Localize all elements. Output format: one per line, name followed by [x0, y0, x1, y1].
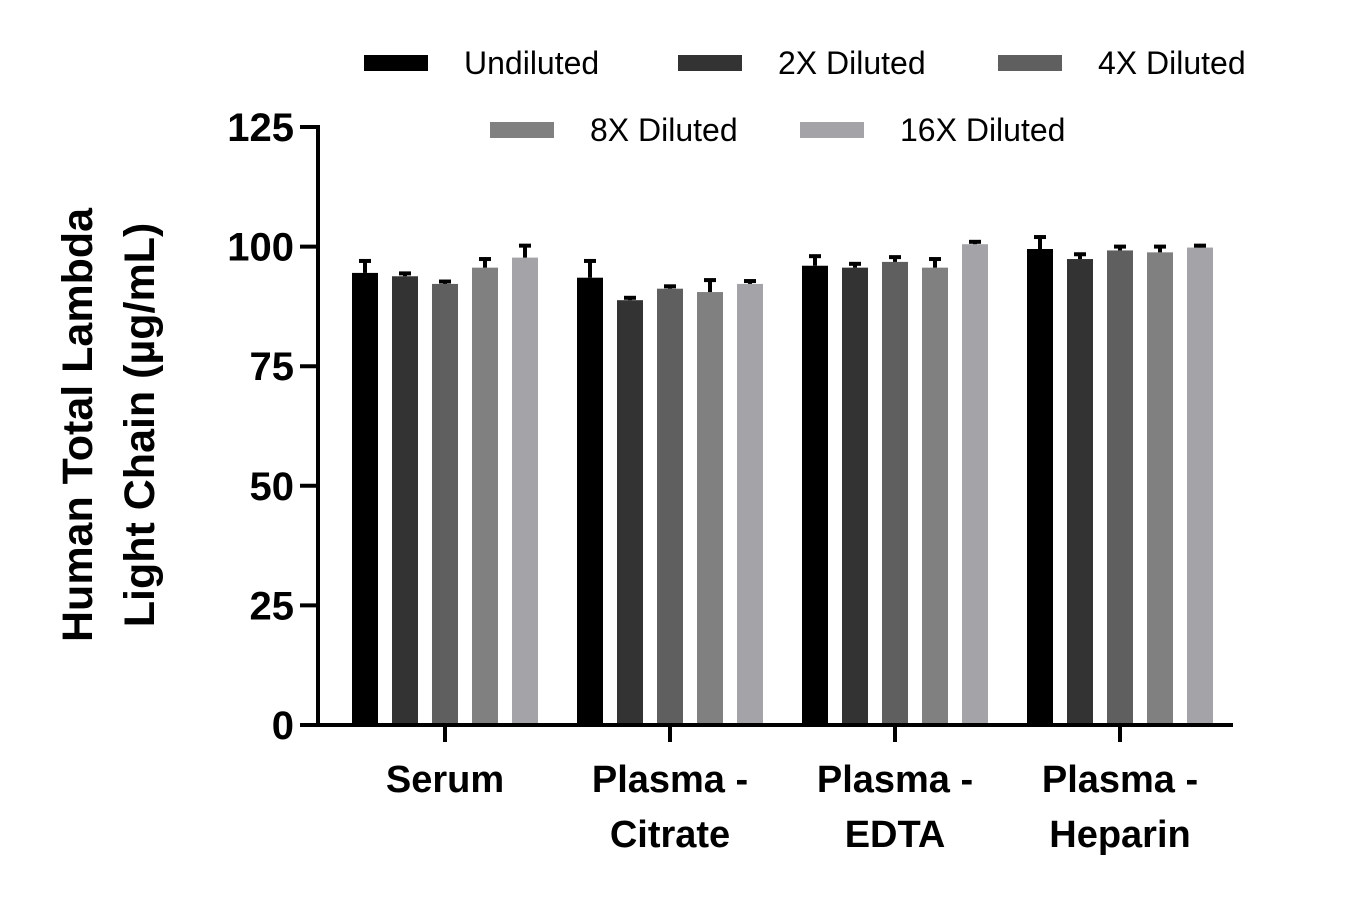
x-tick-label-2-line-1: Plasma - [592, 759, 748, 801]
x-tick-label-3-line-1: Plasma - [817, 759, 973, 801]
bar-1-series-3 [432, 283, 458, 725]
legend-label-5: 16X Diluted [900, 112, 1065, 148]
y-tick-label-4: 75 [250, 345, 295, 389]
legend-swatch-4 [490, 122, 554, 138]
legend-label-3: 4X Diluted [1098, 45, 1246, 81]
axes: 0 25 50 75 100 125 Serum Plasma - Citrate Plasma … [227, 106, 1233, 856]
y-tick-label-2: 25 [250, 584, 295, 628]
y-axis-title-line-1: Human Total Lambda [54, 207, 102, 642]
y-tick-label-1: 0 [272, 704, 294, 748]
x-tick-label-3-line-2: EDTA [845, 814, 946, 856]
bar-3-series-4 [922, 267, 948, 725]
bar-2-series-5 [737, 283, 763, 725]
legend-swatch-3 [998, 55, 1062, 71]
bar-3-series-2 [842, 267, 868, 725]
bar-2-series-1 [577, 277, 603, 725]
bar-1-series-1 [352, 272, 378, 725]
x-tick-label-4-line-1: Plasma - [1042, 759, 1198, 801]
bar-2-series-2 [617, 300, 643, 725]
legend-swatch-5 [800, 122, 864, 138]
bar-2-series-3 [657, 288, 683, 725]
bar-3-series-1 [802, 265, 828, 725]
bar-1-series-2 [392, 276, 418, 725]
legend-label-4: 8X Diluted [590, 112, 738, 148]
y-axis-title-line-2: Light Chain (µg/mL) [116, 223, 164, 628]
bar-1-series-4 [472, 267, 498, 725]
bar-4-series-3 [1107, 250, 1133, 726]
x-tick-label-2-line-2: Citrate [610, 814, 730, 856]
legend-swatch-2 [678, 55, 742, 71]
x-tick-label-1-line-1: Serum [386, 759, 504, 801]
legend-label-2: 2X Diluted [778, 45, 926, 81]
legend-swatch-1 [364, 55, 428, 71]
y-tick-label-5: 100 [227, 226, 294, 270]
legend: Undiluted 2X Diluted 4X Diluted 8X Diluted 1… [364, 45, 1246, 148]
bar-4-series-4 [1147, 252, 1173, 725]
bar-3-series-5 [962, 244, 988, 725]
bars [352, 235, 1213, 726]
bar-4-series-5 [1187, 247, 1213, 725]
bar-4-series-2 [1067, 259, 1093, 725]
bar-1-series-5 [512, 257, 538, 725]
y-axis-title: Human Total Lambda Light Chain (µg/mL) [54, 207, 164, 642]
y-tick-label-3: 50 [250, 465, 295, 509]
bar-4-series-1 [1027, 248, 1053, 725]
y-tick-label-6: 125 [227, 106, 294, 150]
legend-label-1: Undiluted [464, 45, 599, 81]
bar-2-series-4 [697, 292, 723, 725]
x-tick-label-4-line-2: Heparin [1049, 814, 1190, 856]
bar-3-series-3 [882, 261, 908, 725]
